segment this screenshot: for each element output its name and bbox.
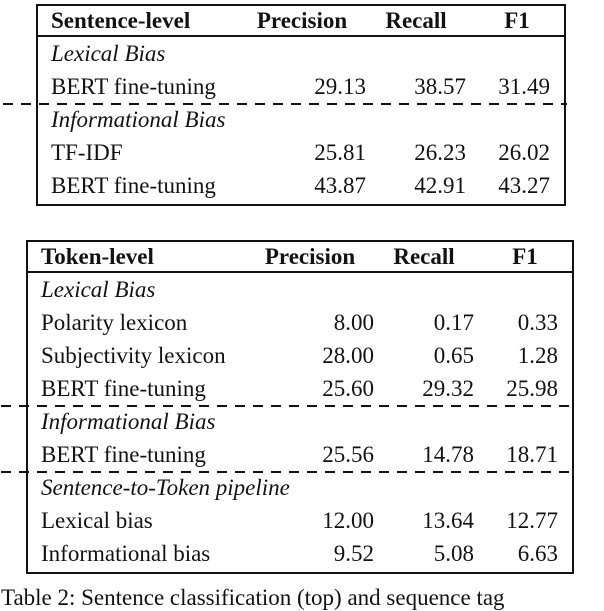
section-label: Lexical Bias — [41, 277, 156, 302]
row-label: Informational bias — [41, 541, 211, 566]
f1-value: 6.63 — [517, 541, 558, 566]
recall-value: 38.57 — [414, 74, 466, 99]
table-header-row: Token-level Precision Recall F1 — [28, 242, 572, 273]
section-label: Informational Bias — [51, 107, 226, 132]
row-label: Subjectivity lexicon — [41, 343, 226, 368]
precision-value: 9.52 — [333, 541, 374, 566]
precision-value: 25.60 — [322, 376, 374, 401]
column-header-precision: Precision — [264, 244, 356, 269]
dashed-divider — [3, 103, 567, 105]
f1-value: 0.33 — [517, 310, 558, 335]
f1-value: 25.98 — [506, 376, 558, 401]
precision-value: 12.00 — [322, 508, 374, 533]
row-label: BERT fine-tuning — [51, 173, 216, 198]
precision-value: 25.81 — [314, 140, 366, 165]
precision-value: 43.87 — [314, 173, 366, 198]
section-row: Informational Bias — [38, 103, 564, 136]
table-caption: Table 2: Sentence classification (top) a… — [1, 585, 505, 610]
recall-value: 0.17 — [433, 310, 474, 335]
f1-value: 18.71 — [506, 442, 558, 467]
table-row: BERT fine-tuning 29.13 38.57 31.49 — [38, 70, 564, 103]
section-row: Lexical Bias — [28, 273, 572, 306]
table-row: TF-IDF 25.81 26.23 26.02 — [38, 136, 564, 169]
row-label: TF-IDF — [51, 140, 123, 165]
table-header-row: Sentence-level Precision Recall F1 — [38, 6, 564, 37]
table-title: Sentence-level — [51, 8, 191, 33]
table-title: Token-level — [41, 244, 154, 269]
token-level-table: Token-level Precision Recall F1 Lexical … — [1, 240, 574, 574]
section-label: Sentence-to-Token pipeline — [41, 475, 290, 500]
row-label: BERT fine-tuning — [51, 74, 216, 99]
table-row: Lexical bias 12.00 13.64 12.77 — [28, 504, 572, 537]
column-header-recall: Recall — [393, 244, 455, 269]
dashed-divider — [1, 405, 573, 407]
recall-value: 29.32 — [422, 376, 474, 401]
section-label: Lexical Bias — [51, 41, 166, 66]
dashed-divider — [1, 471, 573, 473]
section-label: Informational Bias — [41, 409, 216, 434]
precision-value: 28.00 — [322, 343, 374, 368]
column-header-f1: F1 — [512, 244, 538, 269]
table-row: BERT fine-tuning 25.60 29.32 25.98 — [28, 372, 572, 405]
row-label: BERT fine-tuning — [41, 442, 206, 467]
row-label: Lexical bias — [41, 508, 153, 533]
f1-value: 26.02 — [498, 140, 550, 165]
precision-value: 29.13 — [314, 74, 366, 99]
recall-value: 13.64 — [422, 508, 474, 533]
section-row: Lexical Bias — [38, 37, 564, 70]
precision-value: 8.00 — [333, 310, 374, 335]
recall-value: 26.23 — [414, 140, 466, 165]
sentence-level-table: Sentence-level Precision Recall F1 Lexic… — [3, 4, 567, 206]
table-row: Subjectivity lexicon 28.00 0.65 1.28 — [28, 339, 572, 372]
recall-value: 42.91 — [414, 173, 466, 198]
table-row: Polarity lexicon 8.00 0.17 0.33 — [28, 306, 572, 339]
precision-value: 25.56 — [322, 442, 374, 467]
recall-value: 5.08 — [433, 541, 474, 566]
section-row: Sentence-to-Token pipeline — [28, 471, 572, 504]
f1-value: 31.49 — [498, 74, 550, 99]
row-label: BERT fine-tuning — [41, 376, 206, 401]
recall-value: 0.65 — [433, 343, 474, 368]
table-row: BERT fine-tuning 43.87 42.91 43.27 — [38, 169, 564, 202]
table-row: BERT fine-tuning 25.56 14.78 18.71 — [28, 438, 572, 471]
column-header-f1: F1 — [504, 8, 530, 33]
row-label: Polarity lexicon — [41, 310, 188, 335]
recall-value: 14.78 — [422, 442, 474, 467]
f1-value: 12.77 — [506, 508, 558, 533]
column-header-recall: Recall — [385, 8, 447, 33]
f1-value: 1.28 — [517, 343, 558, 368]
column-header-precision: Precision — [256, 8, 348, 33]
table-row: Informational bias 9.52 5.08 6.63 — [28, 537, 572, 570]
section-row: Informational Bias — [28, 405, 572, 438]
f1-value: 43.27 — [498, 173, 550, 198]
